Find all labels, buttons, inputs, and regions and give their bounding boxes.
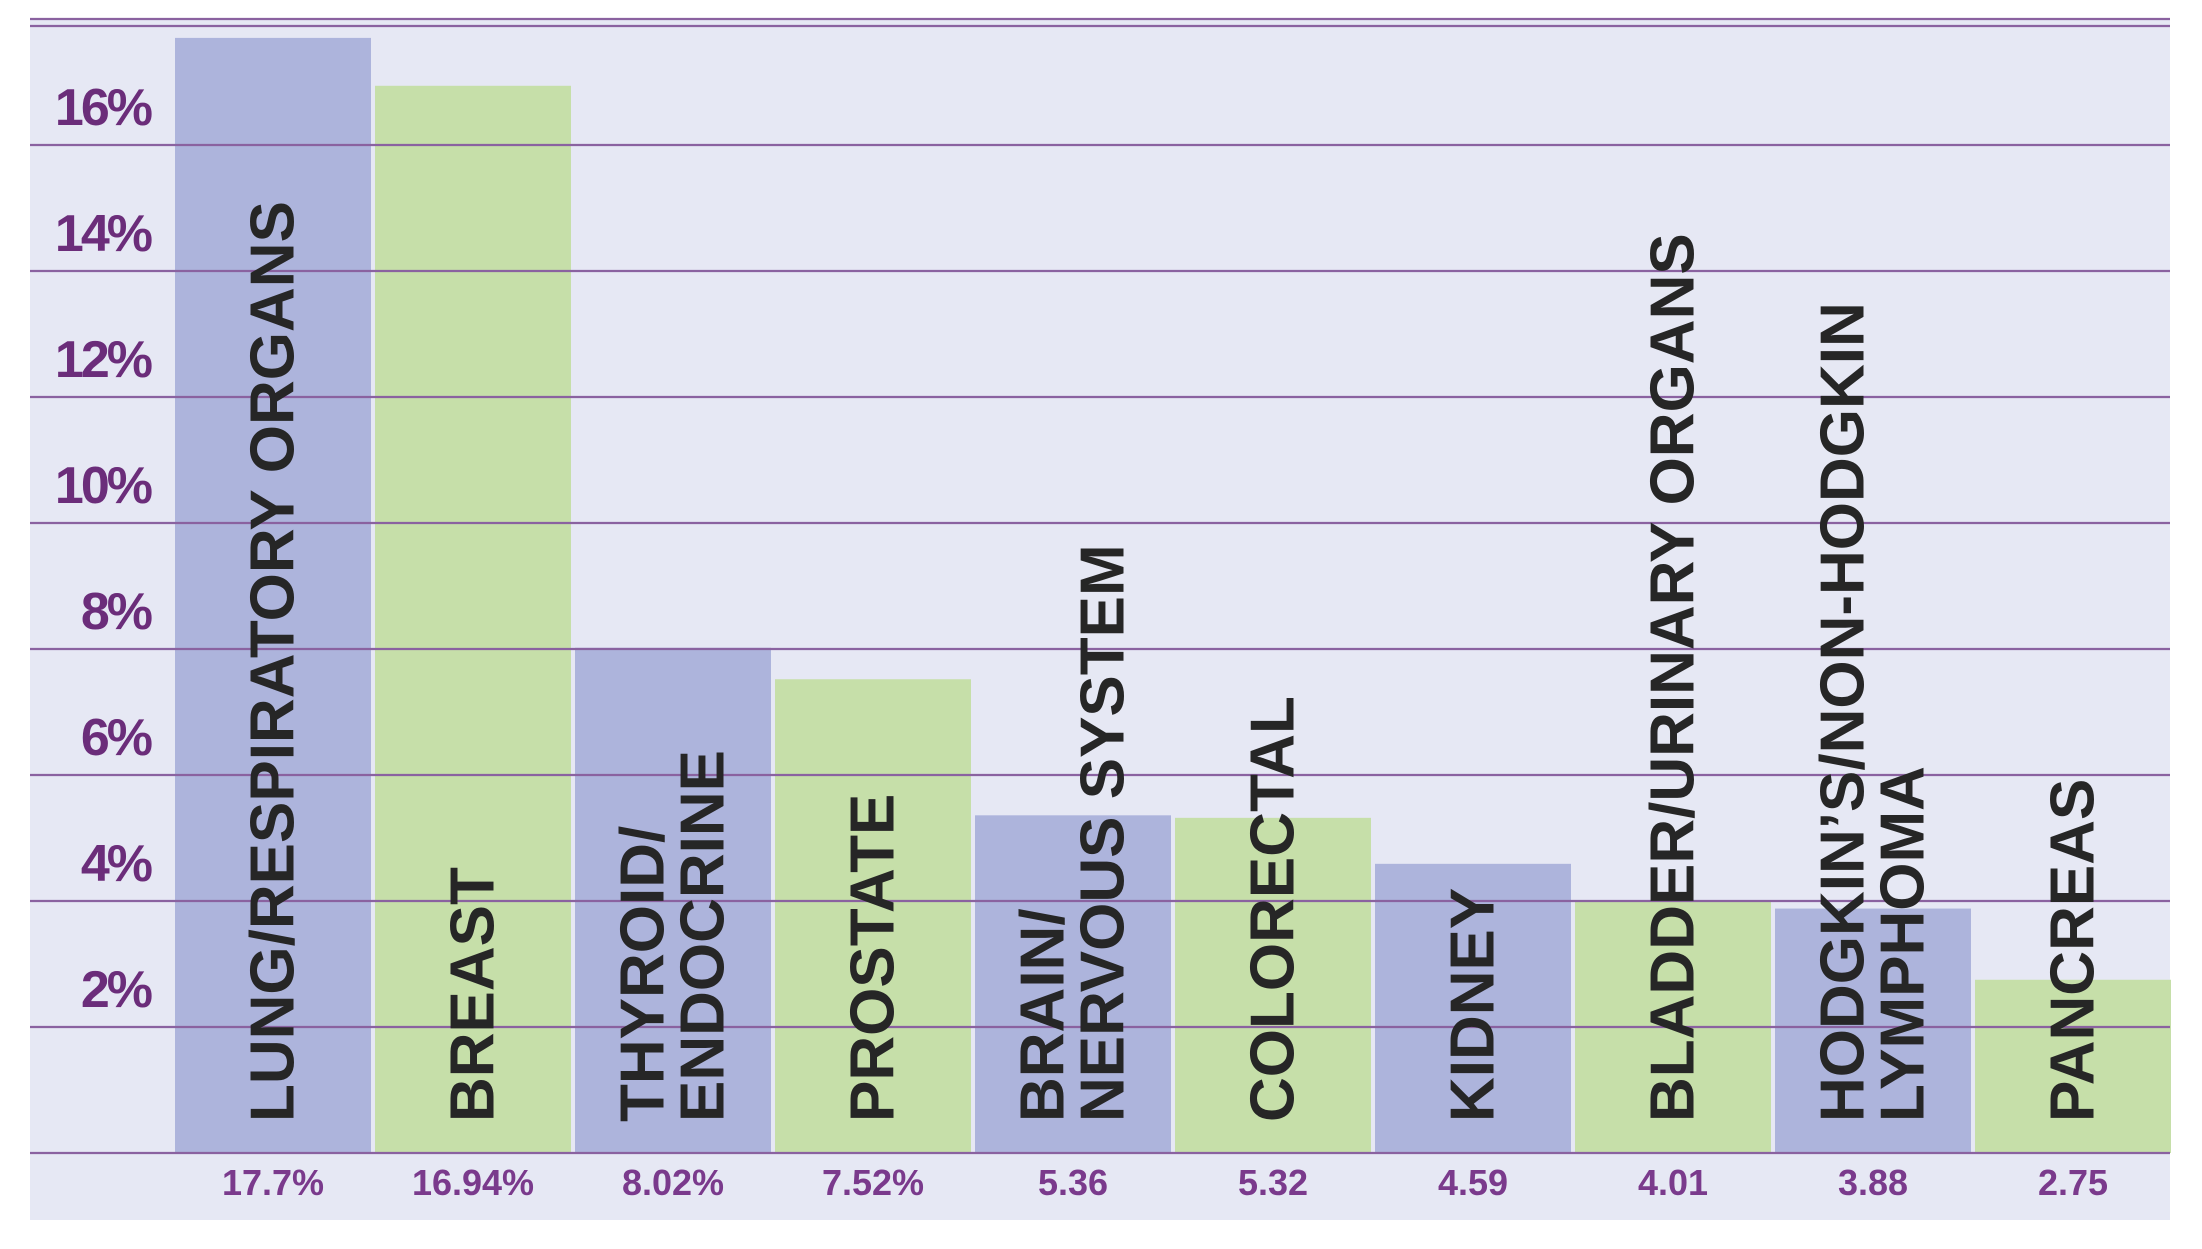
category-label: COLORECTAL: [1239, 696, 1308, 1122]
category-label: HODGKIN’S/NON-HODGKIN: [1809, 302, 1878, 1122]
data-label: 2.75: [2038, 1162, 2108, 1203]
category-label: BLADDER/URINARY ORGANS: [1639, 233, 1708, 1122]
y-tick-label: 16%: [55, 79, 152, 137]
y-tick-label: 6%: [81, 709, 152, 767]
category-label: PROSTATE: [839, 794, 908, 1122]
y-tick-label: 8%: [81, 583, 152, 641]
bar: [975, 815, 1171, 1153]
data-label: 5.32: [1238, 1162, 1308, 1203]
y-tick-label: 2%: [81, 961, 152, 1019]
data-label: 3.88: [1838, 1162, 1908, 1203]
category-label: PANCREAS: [2039, 779, 2108, 1122]
data-label: 7.52%: [822, 1162, 924, 1203]
data-label: 8.02%: [622, 1162, 724, 1203]
y-tick-label: 4%: [81, 835, 152, 893]
bar: [775, 679, 971, 1153]
bar: [1775, 908, 1971, 1153]
category-label: ENDOCRINE: [669, 750, 738, 1122]
bar: [1375, 863, 1571, 1153]
category-label: BRAIN/: [1009, 908, 1078, 1122]
category-label: THYROID/: [609, 826, 678, 1122]
data-label: 4.01: [1638, 1162, 1708, 1203]
category-label: LYMPHOMA: [1869, 766, 1938, 1122]
bar: [375, 85, 571, 1153]
data-label: 4.59: [1438, 1162, 1508, 1203]
category-label: BREAST: [439, 867, 508, 1122]
gridlines: [30, 17, 2170, 1155]
y-axis-ticks: 2% 4% 6% 8% 10% 12% 14% 16% 18%: [55, 0, 155, 1019]
data-labels: 17.7% 16.94% 8.02% 7.52% 5.36 5.32 4.59 4.01 3.8…: [222, 1162, 2108, 1203]
category-label: NERVOUS SYSTEM: [1069, 544, 1138, 1122]
bar: [175, 37, 371, 1153]
data-label: 5.36: [1038, 1162, 1108, 1203]
y-tick-label: 12%: [55, 331, 152, 389]
bar: [1975, 979, 2171, 1153]
data-label: 17.7%: [222, 1162, 324, 1203]
category-labels: LUNG/RESPIRATORY ORGANS BREAST THYROID/END…: [239, 201, 2108, 1122]
data-label: 16.94%: [412, 1162, 534, 1203]
y-tick-label: 14%: [55, 205, 152, 263]
y-tick-label: 10%: [55, 457, 152, 515]
y-tick-label: 18%: [55, 0, 152, 11]
category-label: KIDNEY: [1439, 888, 1508, 1122]
bar: [1175, 817, 1371, 1153]
category-label: LUNG/RESPIRATORY ORGANS: [239, 201, 308, 1122]
